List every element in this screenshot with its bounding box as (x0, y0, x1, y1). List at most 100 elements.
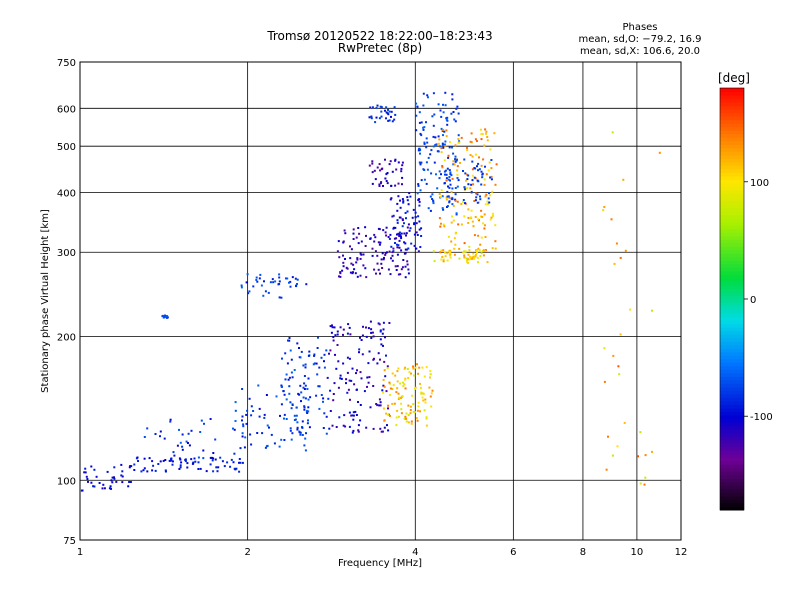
data-point (396, 409, 399, 412)
data-point (384, 375, 387, 378)
data-point (392, 214, 395, 217)
data-point (422, 128, 425, 131)
data-point (425, 416, 428, 419)
data-point (490, 167, 493, 170)
data-point (271, 278, 274, 281)
data-point (391, 120, 394, 123)
colorbar-segment (720, 506, 744, 511)
data-point (394, 184, 397, 187)
data-point (404, 252, 407, 255)
data-point (178, 428, 180, 431)
data-point (87, 480, 89, 483)
colorbar-segment (720, 291, 744, 296)
data-point (382, 185, 384, 187)
data-point (308, 350, 311, 353)
data-point (291, 276, 294, 279)
colorbar-segment (720, 175, 744, 180)
data-point (454, 198, 457, 201)
data-point (611, 454, 614, 457)
data-point (367, 381, 370, 384)
data-point (448, 169, 451, 172)
data-point (380, 343, 383, 346)
data-point (300, 350, 303, 353)
data-point (372, 385, 375, 387)
data-point (359, 336, 361, 339)
data-point (388, 237, 391, 240)
data-point (365, 335, 368, 338)
data-point (397, 195, 400, 198)
data-point (483, 183, 486, 186)
data-point (338, 275, 340, 278)
data-point (407, 404, 410, 407)
data-point (440, 195, 442, 198)
data-point (457, 134, 460, 137)
data-point (473, 176, 476, 179)
data-point (345, 378, 348, 381)
data-point (441, 255, 444, 258)
data-point (397, 273, 400, 276)
data-point (288, 281, 290, 284)
data-point (619, 333, 622, 336)
data-point (351, 414, 354, 417)
data-point (603, 347, 606, 350)
data-point (386, 365, 389, 368)
data-point (171, 463, 174, 466)
data-point (281, 357, 283, 360)
data-point (367, 327, 370, 330)
data-point (450, 174, 453, 177)
data-point (296, 342, 299, 345)
data-point (454, 160, 457, 163)
data-point (404, 378, 407, 381)
colorbar-segment (720, 302, 744, 307)
data-point (476, 179, 479, 182)
data-point (469, 187, 472, 190)
data-point (393, 118, 396, 121)
data-point (352, 411, 355, 414)
data-point (355, 414, 358, 416)
data-point (263, 280, 265, 283)
data-point (357, 430, 360, 433)
data-point (164, 469, 167, 472)
data-point (371, 160, 374, 163)
data-point (303, 375, 306, 377)
data-point (103, 487, 106, 490)
data-point (356, 275, 359, 278)
data-point (411, 216, 414, 219)
data-point (332, 399, 335, 402)
data-point (382, 344, 384, 347)
data-point (404, 415, 407, 418)
data-point (186, 466, 189, 469)
scatter-points (80, 91, 661, 492)
data-point (323, 360, 325, 363)
data-point (421, 366, 424, 369)
data-point (146, 427, 149, 430)
data-point (446, 195, 449, 198)
data-point (280, 438, 283, 441)
data-point (356, 257, 359, 260)
data-point (479, 215, 482, 218)
data-point (467, 253, 470, 256)
data-point (436, 150, 439, 153)
data-point (278, 280, 281, 283)
data-point (478, 156, 480, 159)
data-point (453, 163, 456, 166)
data-point (332, 393, 335, 395)
data-point (443, 159, 446, 162)
data-point (482, 222, 485, 225)
colorbar-segment (720, 453, 744, 458)
data-point (379, 241, 382, 244)
phases-line-x: mean, sd,X: 106.6, 20.0 (580, 46, 700, 57)
data-point (378, 183, 381, 186)
data-point (308, 426, 311, 429)
colorbar-segment (720, 457, 744, 462)
data-point (378, 117, 381, 120)
data-point (133, 469, 136, 471)
data-point (269, 281, 272, 284)
data-point (449, 251, 452, 254)
data-point (385, 117, 387, 120)
data-point (488, 192, 490, 195)
data-point (426, 168, 429, 171)
data-point (350, 248, 353, 251)
data-point (448, 146, 451, 149)
x-tick-label: 10 (631, 547, 644, 558)
